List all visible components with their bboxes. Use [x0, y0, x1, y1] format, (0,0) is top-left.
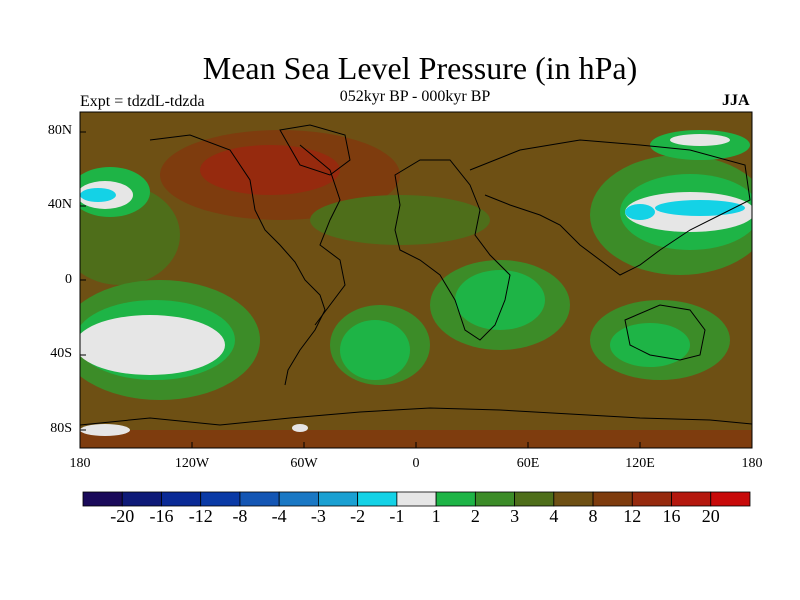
colorbar-label: 3 [510, 506, 520, 526]
lon-label-60e: 60E [516, 456, 540, 471]
colorbar-label: 16 [662, 506, 681, 526]
colorbar-swatch [357, 491, 398, 507]
americas-east-coast [299, 144, 346, 326]
africa-green-light [455, 270, 545, 330]
coastlines [80, 124, 752, 426]
colorbar-swatch [592, 491, 633, 507]
colorbar-label: 2 [470, 506, 480, 526]
south-pacific-gray [80, 315, 225, 375]
asia [469, 139, 751, 276]
arctic-gray [670, 134, 730, 146]
nw-cyan [80, 188, 116, 202]
pressure-field [80, 112, 752, 448]
lat-label-80s: 80S [50, 421, 72, 436]
antarctica-coast [80, 407, 752, 426]
colorbar-label: 1 [431, 506, 441, 526]
axis-ticks [79, 131, 753, 448]
africa-europe [394, 159, 511, 341]
colorbar-swatch [553, 491, 594, 507]
colorbar-label: 20 [701, 506, 720, 526]
season-label: JJA [722, 92, 750, 109]
lat-label-40n: 40N [47, 197, 72, 212]
colorbar-label: -16 [149, 506, 174, 526]
lat-label-80n: 80N [47, 123, 72, 138]
colorbar [82, 491, 751, 507]
antarctic-gray-2 [292, 424, 308, 432]
colorbar-swatch [239, 491, 280, 507]
colorbar-swatch [514, 491, 555, 507]
colorbar-swatch [631, 491, 672, 507]
lon-label-180w: 180 [69, 456, 91, 471]
americas-west-coast [149, 134, 326, 386]
experiment-label: Expt = tdzdL-tdzda [80, 93, 205, 110]
australia-green-light [610, 323, 690, 367]
antarctic-strip [80, 430, 752, 448]
colorbar-swatch [82, 491, 123, 507]
lon-label-120w: 120W [174, 456, 210, 471]
colorbar-label: -12 [188, 506, 213, 526]
antarctic-gray [80, 424, 130, 436]
colorbar-label: 8 [588, 506, 598, 526]
colorbar-swatch [671, 491, 712, 507]
lon-label-180e: 180 [741, 456, 763, 471]
colorbar-label: 12 [623, 506, 642, 526]
colorbar-label: -1 [389, 506, 405, 526]
colorbar-swatch [710, 491, 751, 507]
colorbar-swatch [200, 491, 241, 507]
greenland-high [200, 145, 340, 195]
lon-label-0: 0 [412, 456, 420, 471]
colorbar-label: 4 [549, 506, 559, 526]
eurasia-green-dark [310, 195, 490, 245]
colorbar-label: -3 [310, 506, 326, 526]
colorbar-label: -2 [350, 506, 366, 526]
colorbar-label: -20 [110, 506, 135, 526]
north-pacific-cyan [655, 200, 745, 216]
colorbar-swatch [474, 491, 515, 507]
subtitle: 052kyr BP - 000kyr BP [339, 88, 491, 105]
australia [624, 304, 706, 361]
lon-label-60w: 60W [290, 456, 318, 471]
japan-cyan [625, 204, 655, 220]
south-atlantic-green-light [340, 320, 410, 380]
colorbar-swatch [396, 491, 437, 507]
colorbar-label: -4 [271, 506, 287, 526]
page-title: Mean Sea Level Pressure (in hPa) [202, 50, 638, 86]
colorbar-swatch [121, 491, 162, 507]
greenland [279, 124, 351, 176]
lat-label-40s: 40S [50, 346, 72, 361]
colorbar-label: -8 [232, 506, 248, 526]
colorbar-swatch [161, 491, 202, 507]
colorbar-swatch [318, 491, 359, 507]
colorbar-swatch [278, 491, 319, 507]
lat-label-0: 0 [65, 272, 72, 287]
lon-label-120e: 120E [625, 456, 655, 471]
colorbar-swatch [435, 491, 476, 507]
